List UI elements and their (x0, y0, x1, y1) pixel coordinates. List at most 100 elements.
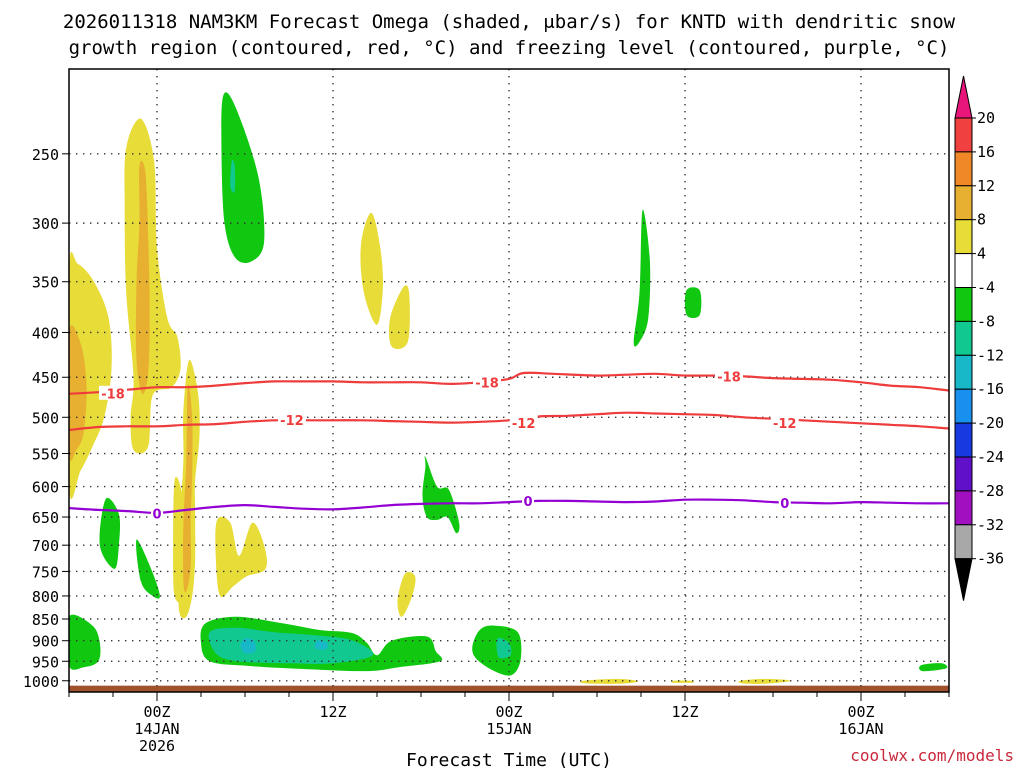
colorbar-box-11 (954, 490, 973, 526)
contour-label-bg (715, 369, 743, 384)
y-tick-label-350: 350 (32, 274, 59, 292)
grid-lines (69, 69, 949, 692)
y-tick-label-700: 700 (32, 537, 59, 555)
colorbar-box-3 (954, 219, 973, 255)
y-tick-label-250: 250 (32, 146, 59, 164)
contour-label-bg (151, 506, 163, 521)
rising-region-19 (633, 209, 651, 347)
rising-region-14 (221, 92, 265, 264)
sinking-region-10 (397, 571, 416, 617)
colorbar-box-4 (954, 253, 973, 289)
contour-label-bg (473, 375, 501, 390)
y-tick-label-300: 300 (32, 215, 59, 233)
x-tick-label-0-3: 2026 (139, 737, 175, 755)
contour-label--18-1: -18 (475, 377, 499, 392)
rising-region-25 (314, 640, 328, 650)
contour-label--18-2: -18 (717, 371, 741, 386)
colorbar-label-2: 12 (977, 177, 995, 195)
y-tick-label-550: 550 (32, 446, 59, 464)
y-tick-label-450: 450 (32, 369, 59, 387)
rising-region-27 (496, 637, 512, 659)
sinking-region-7 (215, 516, 267, 598)
colorbar-label-12: -32 (977, 516, 1004, 534)
colorbar-box-5 (954, 287, 973, 322)
plot-background (69, 69, 949, 692)
rising-region-17 (136, 539, 160, 599)
colorbar-top-arrow (954, 75, 973, 119)
contour-label-0-1: 0 (524, 495, 533, 510)
colorbar-label-13: -36 (977, 550, 1004, 568)
colorbar-label-4: 4 (977, 245, 986, 263)
contour-label-bg (509, 415, 538, 430)
credit-link[interactable]: coolwx.com/models (850, 746, 1014, 765)
rising-region-18 (422, 456, 460, 534)
colorbar-label-10: -24 (977, 448, 1004, 466)
colorbar-box-10 (954, 456, 973, 492)
temperature-contours: -18 -18 -18 -12 -12 -12 0 0 0 (69, 369, 949, 523)
y-tick-label-600: 600 (32, 479, 59, 497)
sinking-region-9 (389, 285, 410, 350)
contour-label-0-2: 0 (780, 497, 789, 512)
colorbar-label-7: -12 (977, 346, 1004, 364)
contour-label-bg (778, 495, 791, 510)
chart-title-line2: growth region (contoured, red, °C) and f… (69, 37, 950, 59)
colorbar-box-12 (954, 524, 973, 560)
ground-surface (69, 685, 949, 692)
colorbar-label-0: 20 (977, 109, 995, 127)
contour-label-bg (277, 412, 306, 427)
colorbar-box-6 (954, 320, 973, 356)
y-tick-label-750: 750 (32, 563, 59, 581)
y-axis: 250 300 350 400 450 500 550 600 650 700 750 800 850 9… (23, 146, 69, 691)
sinking-region-8 (360, 212, 383, 325)
contour-label--12-0: -12 (280, 414, 304, 429)
colorbar-box-8 (954, 388, 973, 424)
y-tick-label-850: 850 (32, 611, 59, 629)
sinking-region-3 (135, 160, 150, 395)
x-tick-label-4-1: 00Z (847, 703, 874, 721)
y-tick-label-900: 900 (32, 633, 59, 651)
x-tick-label-0-2: 14JAN (134, 720, 179, 738)
contour-label-bg (770, 415, 799, 430)
x-axis-title: Forecast Time (UTC) (406, 750, 612, 768)
colorbar-label-6: -8 (977, 312, 995, 330)
sinking-region-12 (670, 680, 694, 683)
colorbar-box-7 (954, 354, 973, 390)
colorbar-box-1 (954, 151, 973, 187)
x-tick-label-2-2: 15JAN (486, 720, 531, 738)
x-tick-label-0-1: 00Z (143, 703, 170, 721)
ground-layer (69, 685, 949, 692)
x-tick-label-3-1: 12Z (671, 703, 698, 721)
sinking-region-13 (738, 678, 791, 684)
contour-label-0-0: 0 (152, 508, 161, 523)
rising-region-20 (684, 287, 702, 319)
y-tick-label-400: 400 (32, 324, 59, 342)
freezing-level-contour-0 (69, 498, 949, 515)
colorbar-box-2 (954, 185, 973, 221)
omega-colorbar: 20 16 12 8 4 -4 -8 -12 -16 -20 -24 -28 -32 -36 (954, 75, 1004, 601)
rising-region-23 (208, 627, 374, 664)
x-tick-label-4-2: 16JAN (838, 720, 883, 738)
rising-region-24 (240, 638, 256, 654)
y-tick-label-1000: 1000 (23, 673, 59, 691)
rising-region-21 (69, 614, 101, 670)
rising-region-16 (99, 497, 121, 569)
colorbar-box-0 (954, 117, 973, 153)
chart-title-line1: 2026011318 NAM3KM Forecast Omega (shaded… (63, 11, 956, 33)
colorbar-box-9 (954, 422, 973, 458)
colorbar-label-5: -4 (977, 279, 995, 297)
dgz-contour--18 (69, 371, 949, 395)
rising-region-28 (919, 663, 948, 672)
contour-label-bg (99, 385, 127, 400)
contour-label--12-2: -12 (773, 417, 797, 432)
colorbar-label-8: -16 (977, 380, 1004, 398)
contour-label-bg (522, 493, 535, 508)
sinking-region-5 (173, 476, 183, 603)
colorbar-bottom-arrow (954, 558, 973, 601)
colorbar-label-11: -28 (977, 482, 1004, 500)
y-tick-label-650: 650 (32, 509, 59, 527)
colorbar-label-1: 16 (977, 143, 995, 161)
y-tick-label-950: 950 (32, 653, 59, 671)
rising-region-15 (230, 159, 236, 193)
